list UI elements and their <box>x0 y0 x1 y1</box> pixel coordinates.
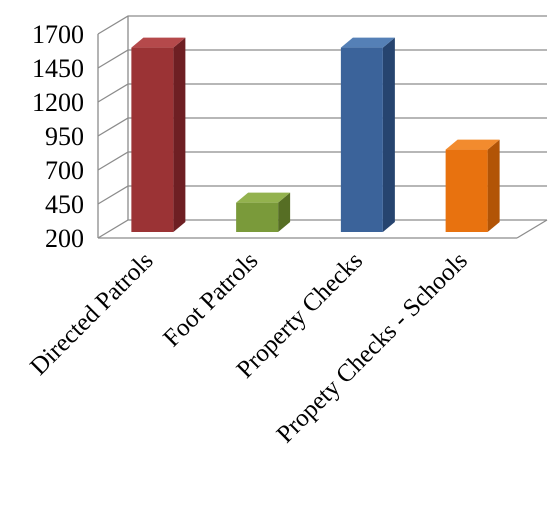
gridline-1700 <box>97 15 547 35</box>
bar-front <box>445 149 488 232</box>
y-tick-label: 1200 <box>32 88 84 117</box>
y-tick-label: 1700 <box>32 20 84 49</box>
bar-top <box>236 192 291 203</box>
bar-front <box>131 47 174 232</box>
y-tick-labels: 200 450 700 950 1200 1450 1700 <box>32 20 84 253</box>
bar-front <box>236 202 279 232</box>
bar-0 <box>131 37 186 232</box>
y-tick-label: 1450 <box>32 54 84 83</box>
y-tick-label: 200 <box>45 224 84 253</box>
bar-1 <box>236 192 291 232</box>
bar-top <box>445 139 500 150</box>
bar-side <box>278 192 291 232</box>
bar-top <box>340 37 395 48</box>
bar-2 <box>340 37 395 232</box>
bars <box>131 37 500 232</box>
floor-right-edge <box>516 219 548 239</box>
x-category-label: Propety Checks - Schools <box>272 247 473 448</box>
y-tick-label: 950 <box>45 122 84 151</box>
bar-front <box>340 47 383 232</box>
bar-side <box>382 37 395 232</box>
bar-side <box>173 37 186 232</box>
bar-side <box>487 139 500 232</box>
y-tick-label: 450 <box>45 190 84 219</box>
y-tick-label: 700 <box>45 156 84 185</box>
x-category-label: Directed Patrols <box>25 247 158 380</box>
bar-top <box>131 37 186 48</box>
x-category-label: Foot Patrols <box>158 247 263 352</box>
bar-3 <box>445 139 500 232</box>
axes <box>97 16 548 239</box>
